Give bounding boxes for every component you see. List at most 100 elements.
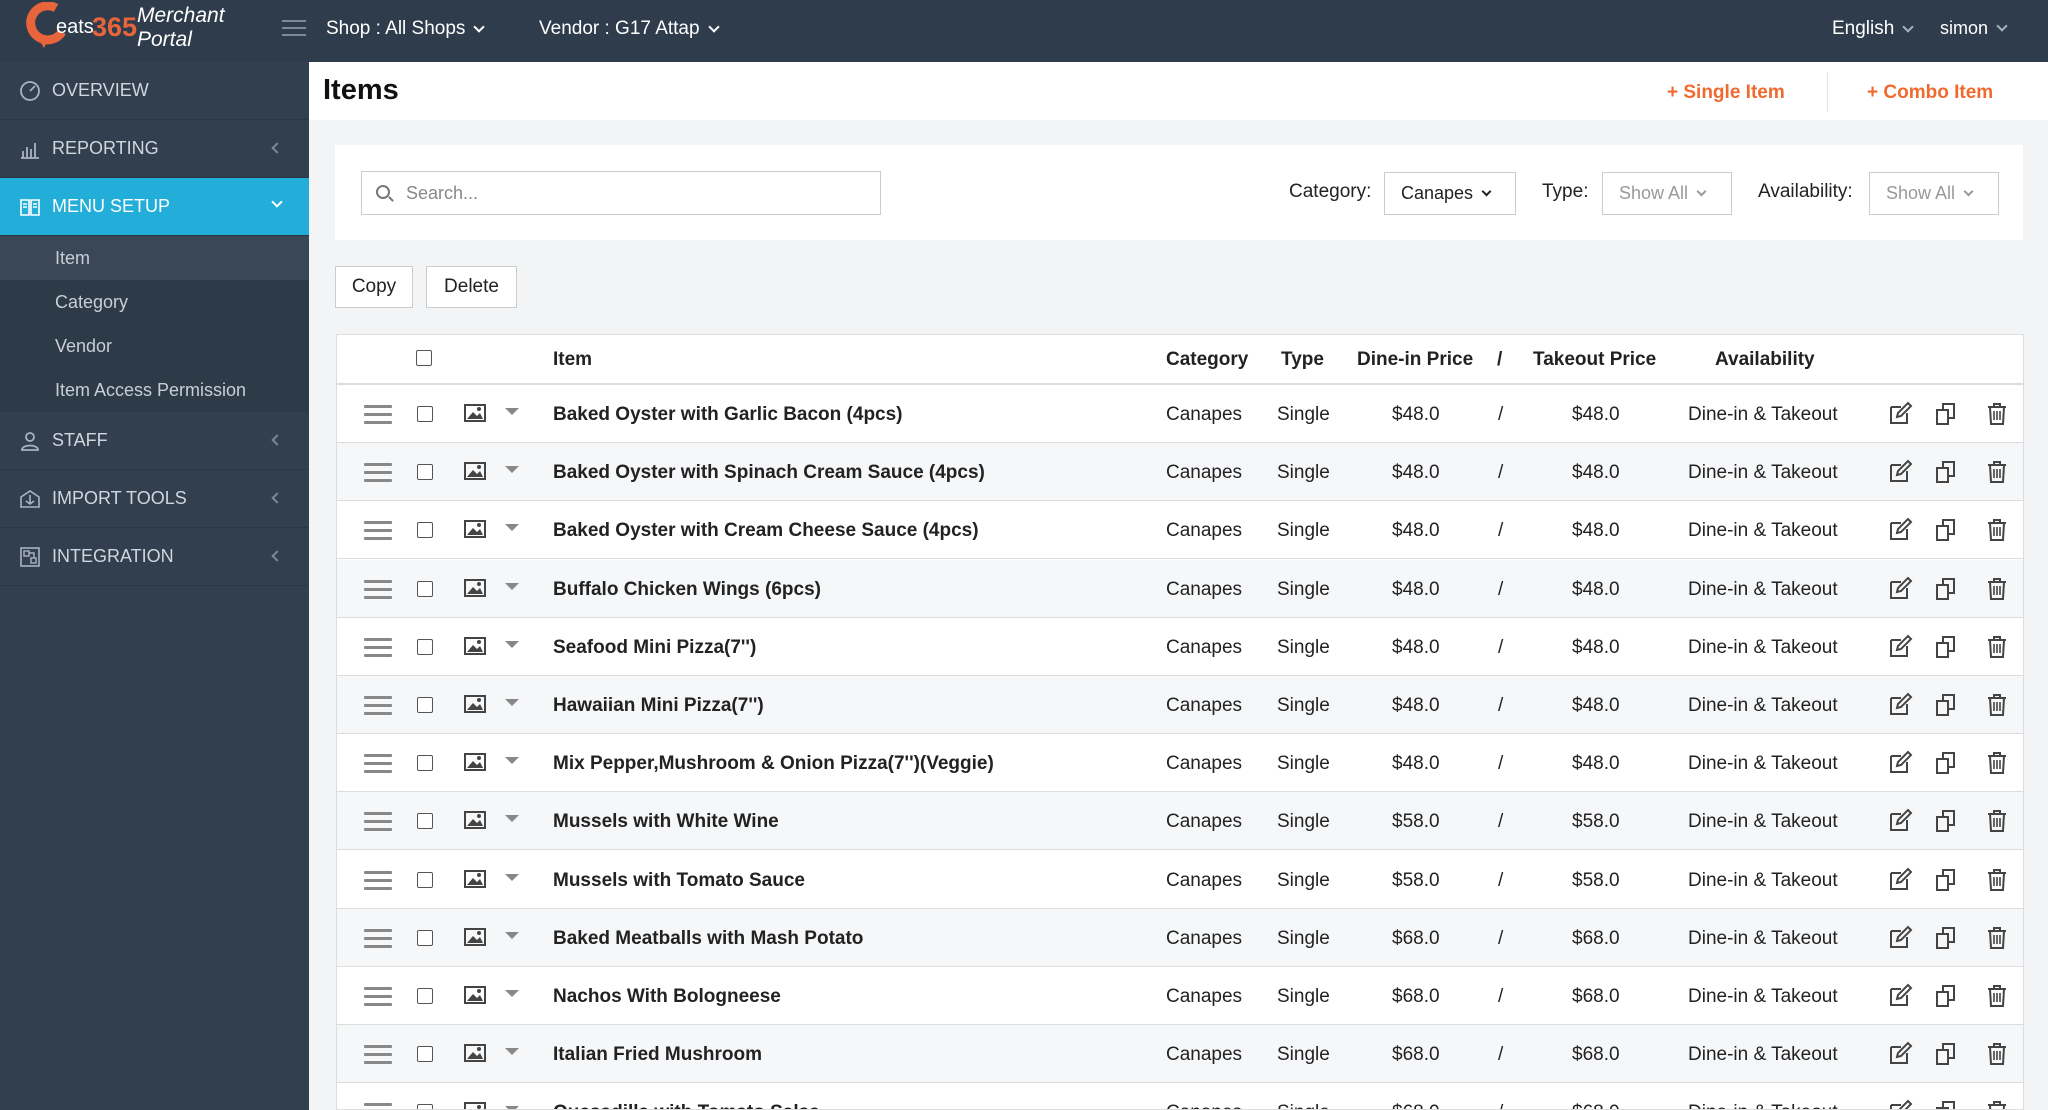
- category-filter-select[interactable]: Canapes: [1384, 172, 1516, 215]
- table-row[interactable]: Seafood Mini Pizza(7'') Canapes Single $48.…: [337, 618, 2023, 676]
- trash-icon[interactable]: [1984, 750, 2010, 776]
- edit-icon[interactable]: [1887, 1099, 1913, 1110]
- image-icon[interactable]: [464, 985, 486, 1005]
- sidebar-item-menu-setup[interactable]: MENU SETUP: [0, 178, 309, 236]
- expand-caret-icon[interactable]: [505, 582, 519, 590]
- row-checkbox[interactable]: [417, 755, 433, 772]
- shop-dropdown[interactable]: Shop : All Shops: [326, 18, 486, 40]
- drag-handle-icon[interactable]: [364, 637, 392, 658]
- row-checkbox[interactable]: [417, 406, 433, 422]
- edit-icon[interactable]: [1887, 459, 1913, 485]
- image-icon[interactable]: [464, 578, 486, 598]
- duplicate-icon[interactable]: [1934, 401, 1960, 427]
- expand-caret-icon[interactable]: [505, 1106, 519, 1109]
- header-availability[interactable]: Availability: [1715, 349, 1815, 370]
- expand-caret-icon[interactable]: [505, 524, 519, 532]
- duplicate-icon[interactable]: [1934, 808, 1960, 834]
- row-checkbox[interactable]: [417, 813, 433, 830]
- hamburger-menu-icon[interactable]: [282, 20, 306, 40]
- trash-icon[interactable]: [1984, 517, 2010, 543]
- edit-icon[interactable]: [1887, 750, 1913, 776]
- drag-handle-icon[interactable]: [364, 928, 392, 949]
- duplicate-icon[interactable]: [1934, 634, 1960, 660]
- header-category[interactable]: Category: [1166, 349, 1249, 370]
- edit-icon[interactable]: [1887, 1041, 1913, 1067]
- row-checkbox[interactable]: [417, 1046, 433, 1063]
- image-icon[interactable]: [464, 461, 486, 481]
- expand-caret-icon[interactable]: [505, 1048, 519, 1056]
- image-icon[interactable]: [464, 694, 486, 714]
- table-row[interactable]: Baked Oyster with Spinach Cream Sauce (4…: [337, 443, 2023, 502]
- trash-icon[interactable]: [1984, 576, 2010, 602]
- sidebar-item-overview[interactable]: OVERVIEW: [0, 62, 309, 120]
- drag-handle-icon[interactable]: [364, 870, 392, 891]
- expand-caret-icon[interactable]: [505, 640, 519, 648]
- copy-button[interactable]: Copy: [335, 266, 413, 308]
- drag-handle-icon[interactable]: [364, 521, 392, 541]
- duplicate-icon[interactable]: [1934, 750, 1960, 776]
- expand-caret-icon[interactable]: [505, 815, 519, 823]
- select-all-checkbox[interactable]: [416, 350, 432, 366]
- submenu-item-vendor[interactable]: Vendor: [55, 335, 113, 356]
- table-row[interactable]: Mix Pepper,Mushroom & Onion Pizza(7'')(V…: [337, 734, 2023, 793]
- table-row[interactable]: Mussels with White Wine Canapes Single $58.…: [337, 792, 2023, 851]
- add-combo-item-button[interactable]: + Combo Item: [1867, 82, 1994, 103]
- trash-icon[interactable]: [1984, 925, 2010, 951]
- edit-icon[interactable]: [1887, 983, 1913, 1009]
- language-dropdown[interactable]: English: [1832, 18, 1914, 40]
- table-row[interactable]: Baked Oyster with Cream Cheese Sauce (4p…: [337, 501, 2023, 560]
- expand-caret-icon[interactable]: [505, 873, 519, 881]
- table-row[interactable]: Nachos With Bologneese Canapes Single $68.0…: [337, 967, 2023, 1025]
- drag-handle-icon[interactable]: [364, 696, 392, 716]
- sidebar-item-staff[interactable]: STAFF: [0, 412, 309, 470]
- expand-caret-icon[interactable]: [505, 699, 519, 706]
- eats365-logo[interactable]: eats 365 Merchant Portal: [22, 0, 242, 62]
- table-row[interactable]: Italian Fried Mushroom Canapes Single $68.0…: [337, 1025, 2023, 1084]
- row-checkbox[interactable]: [417, 871, 433, 888]
- sidebar-item-import-tools[interactable]: IMPORT TOOLS: [0, 470, 309, 528]
- drag-handle-icon[interactable]: [364, 754, 392, 774]
- user-dropdown[interactable]: simon: [1940, 18, 2008, 39]
- sidebar-item-reporting[interactable]: REPORTING: [0, 120, 309, 178]
- trash-icon[interactable]: [1984, 692, 2010, 718]
- row-checkbox[interactable]: [417, 929, 433, 946]
- trash-icon[interactable]: [1984, 401, 2010, 427]
- table-row[interactable]: Hawaiian Mini Pizza(7'') Canapes Single $48…: [337, 676, 2023, 734]
- image-icon[interactable]: [464, 810, 486, 830]
- header-type[interactable]: Type: [1281, 349, 1324, 370]
- duplicate-icon[interactable]: [1934, 692, 1960, 718]
- image-icon[interactable]: [464, 869, 486, 889]
- submenu-item-category[interactable]: Category: [55, 291, 129, 312]
- duplicate-icon[interactable]: [1934, 1041, 1960, 1067]
- add-single-item-button[interactable]: + Single Item: [1667, 82, 1785, 103]
- trash-icon[interactable]: [1984, 1041, 2010, 1067]
- header-dinein-price[interactable]: Dine-in Price: [1357, 349, 1474, 370]
- row-checkbox[interactable]: [417, 988, 433, 1004]
- drag-handle-icon[interactable]: [364, 1103, 392, 1109]
- expand-caret-icon[interactable]: [505, 466, 519, 474]
- duplicate-icon[interactable]: [1934, 459, 1960, 485]
- image-icon[interactable]: [464, 403, 486, 423]
- header-item[interactable]: Item: [553, 349, 593, 370]
- trash-icon[interactable]: [1984, 808, 2010, 834]
- duplicate-icon[interactable]: [1934, 925, 1960, 951]
- expand-caret-icon[interactable]: [505, 931, 519, 939]
- edit-icon[interactable]: [1887, 808, 1913, 834]
- image-icon[interactable]: [464, 1101, 486, 1110]
- search-box[interactable]: [361, 171, 881, 215]
- duplicate-icon[interactable]: [1934, 576, 1960, 602]
- expand-caret-icon[interactable]: [505, 757, 519, 765]
- table-row[interactable]: Buffalo Chicken Wings (6pcs) Canapes Singl…: [337, 559, 2023, 618]
- expand-caret-icon[interactable]: [505, 408, 519, 415]
- image-icon[interactable]: [464, 1043, 486, 1063]
- edit-icon[interactable]: [1887, 867, 1913, 893]
- drag-handle-icon[interactable]: [364, 463, 392, 483]
- drag-handle-icon[interactable]: [364, 1045, 392, 1065]
- trash-icon[interactable]: [1984, 983, 2010, 1009]
- edit-icon[interactable]: [1887, 517, 1913, 543]
- type-filter-select[interactable]: Show All: [1602, 172, 1732, 215]
- availability-filter-select[interactable]: Show All: [1869, 172, 1999, 215]
- edit-icon[interactable]: [1887, 925, 1913, 951]
- trash-icon[interactable]: [1984, 1099, 2010, 1110]
- expand-caret-icon[interactable]: [505, 990, 519, 997]
